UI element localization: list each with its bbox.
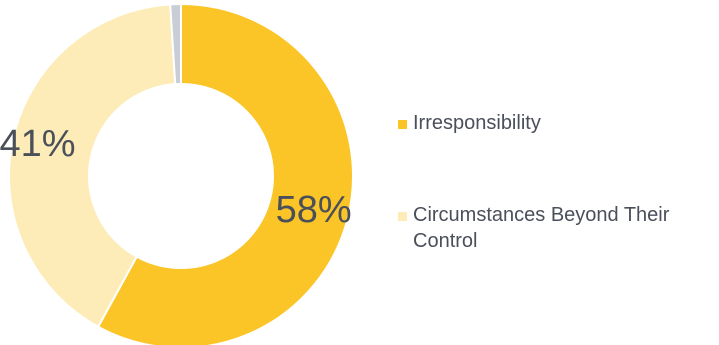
legend-label: Irresponsibility [413,112,541,134]
legend-entry-circumstances[interactable]: Circumstances Beyond Their Control [398,202,713,254]
legend-swatch [398,212,407,221]
donut-chart: 58% 41% [0,2,354,345]
donut-slice-0[interactable] [96,2,354,345]
legend-swatch [398,120,407,129]
legend-entry-irresponsibility[interactable]: Irresponsibility [398,110,713,136]
donut-slice-2[interactable] [169,2,182,86]
legend-label: Circumstances Beyond Their Control [413,204,670,252]
slice-value-label-1: 41% [0,123,76,165]
slice-value-label-0: 58% [276,189,352,231]
donut-slice-1[interactable] [8,3,177,329]
